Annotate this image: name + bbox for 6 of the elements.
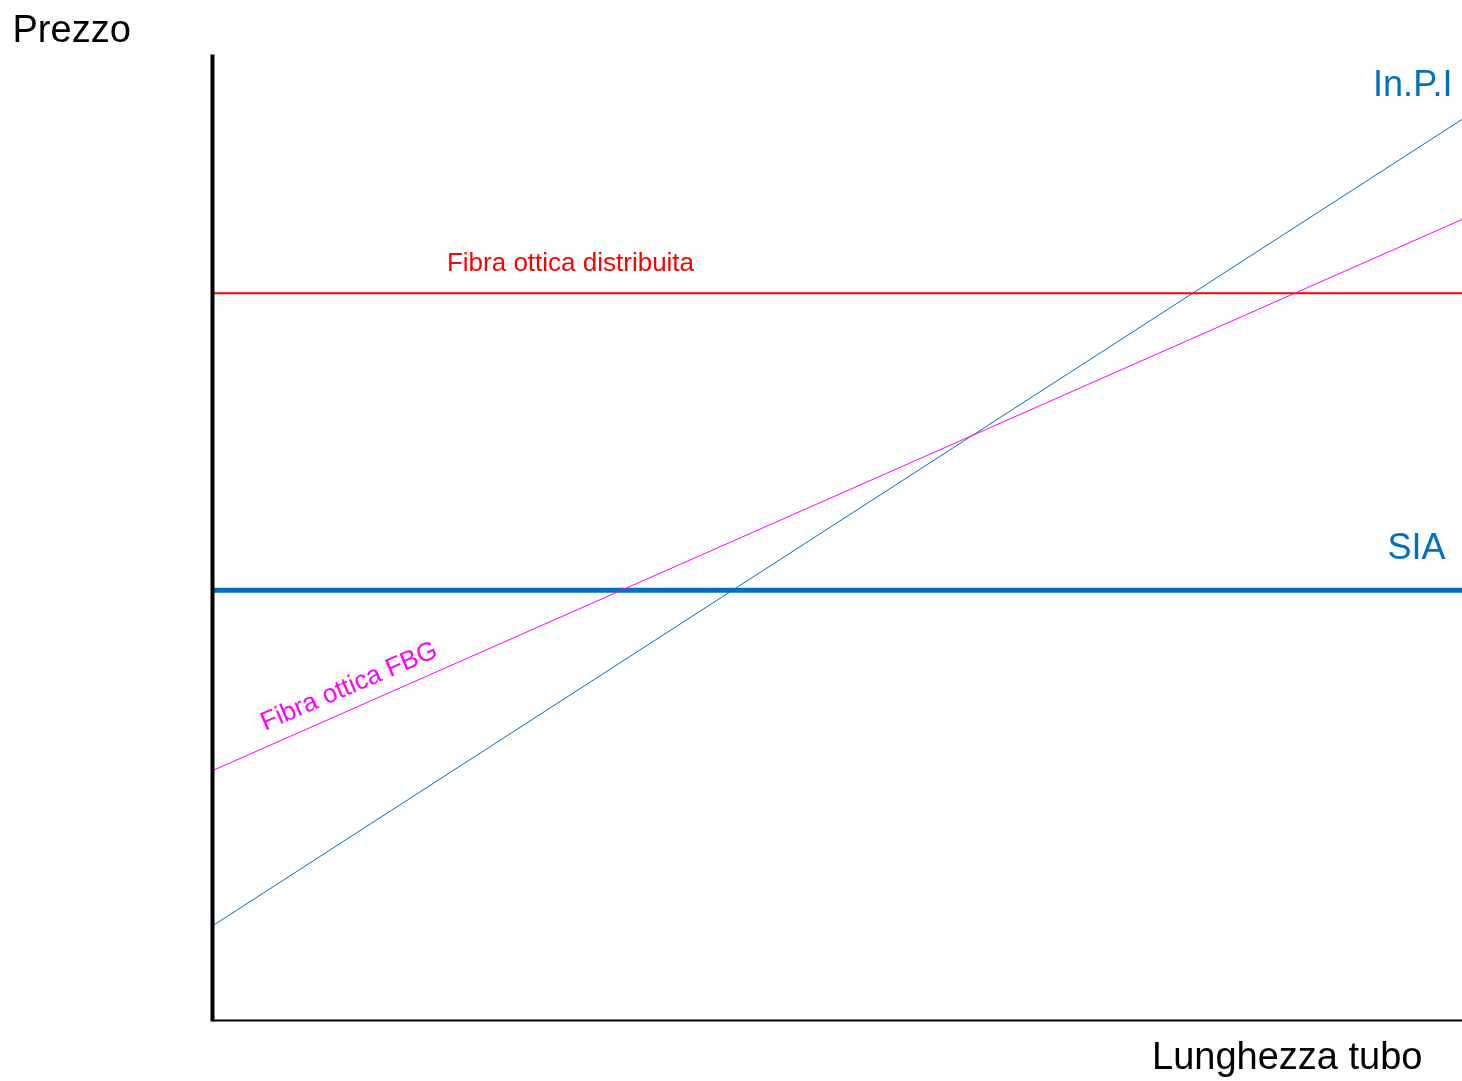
x-axis-title: Lunghezza tubo: [1152, 1034, 1423, 1077]
text: Fibra ottica FBG: [255, 634, 442, 737]
series-label: SIA: [1387, 526, 1446, 568]
series-label: In.P.I: [1373, 62, 1453, 104]
series-label: Fibra ottica distribuita: [446, 246, 695, 277]
y-axis-title: Prezzo: [12, 7, 131, 50]
